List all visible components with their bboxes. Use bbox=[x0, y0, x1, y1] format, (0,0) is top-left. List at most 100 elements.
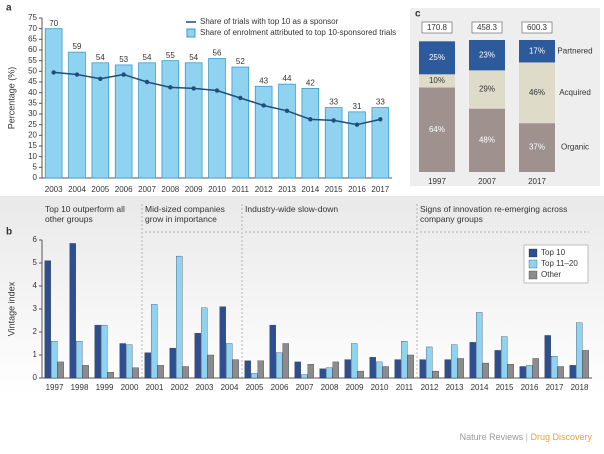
bar bbox=[157, 365, 164, 379]
y-axis-label: Percentage (%) bbox=[6, 67, 16, 130]
bar-segment bbox=[419, 87, 455, 172]
line-point bbox=[331, 118, 336, 123]
panel-label: c bbox=[415, 9, 421, 20]
bar bbox=[184, 62, 203, 179]
y-tick-label: 15 bbox=[28, 141, 37, 150]
bar bbox=[532, 358, 539, 379]
value-label: 52 bbox=[236, 57, 245, 66]
bar bbox=[457, 358, 464, 379]
value-label: 10% bbox=[429, 76, 445, 85]
bar bbox=[301, 88, 320, 179]
bar bbox=[254, 85, 273, 179]
bar bbox=[144, 352, 151, 379]
x-tick-label: 2017 bbox=[371, 185, 389, 194]
x-tick-label: 2016 bbox=[348, 185, 366, 194]
bar bbox=[576, 322, 583, 379]
bar bbox=[68, 51, 86, 179]
y-axis-label: Vintage index bbox=[6, 281, 16, 336]
value-label: 37% bbox=[529, 143, 545, 152]
total-label: 600.3 bbox=[527, 23, 548, 32]
bar bbox=[219, 306, 226, 379]
x-tick-label: 2006 bbox=[271, 383, 289, 392]
y-tick-label: 75 bbox=[28, 13, 37, 22]
y-tick-label: 40 bbox=[28, 88, 37, 97]
bar bbox=[91, 62, 110, 179]
bar bbox=[257, 360, 264, 379]
value-label: 43 bbox=[259, 76, 268, 85]
x-tick-label: 1998 bbox=[71, 383, 89, 392]
x-tick-label: 2013 bbox=[278, 185, 296, 194]
bar bbox=[482, 362, 489, 379]
x-tick-label: 2007 bbox=[138, 185, 156, 194]
bar bbox=[231, 66, 250, 179]
x-tick-label: 2015 bbox=[325, 185, 343, 194]
value-label: 48% bbox=[479, 135, 495, 144]
value-label: 70 bbox=[49, 19, 58, 28]
y-tick-label: 4 bbox=[33, 281, 38, 290]
y-tick-label: 35 bbox=[28, 98, 37, 107]
bar bbox=[126, 344, 133, 379]
bar bbox=[294, 361, 301, 379]
value-label: 54 bbox=[143, 53, 152, 62]
bar bbox=[207, 354, 214, 379]
total-box bbox=[521, 21, 553, 34]
bar bbox=[469, 342, 476, 379]
annotation: Industry-wide slow-down bbox=[245, 204, 338, 214]
y-tick-label: 10 bbox=[28, 152, 37, 161]
bar bbox=[182, 366, 189, 379]
x-tick-label: 1999 bbox=[96, 383, 114, 392]
x-tick-label: 2015 bbox=[496, 383, 514, 392]
line-point bbox=[238, 95, 243, 101]
legend-label: Top 11–20 bbox=[541, 259, 578, 268]
bar bbox=[201, 307, 208, 379]
bar bbox=[51, 341, 58, 379]
panel-label: b bbox=[6, 227, 12, 238]
y-tick-label: 5 bbox=[33, 258, 38, 267]
value-label: 53 bbox=[119, 55, 128, 64]
y-tick-label: 0 bbox=[33, 373, 38, 382]
x-tick-label: 2003 bbox=[196, 383, 214, 392]
x-tick-label: 2012 bbox=[421, 383, 439, 392]
y-tick-label: 45 bbox=[28, 77, 37, 86]
bar bbox=[444, 359, 451, 379]
bar bbox=[519, 366, 526, 379]
y-tick-label: 1 bbox=[33, 350, 38, 359]
bar bbox=[544, 335, 551, 379]
annotation-text: Signs of innovation re-emerging across c… bbox=[420, 204, 568, 224]
bar bbox=[138, 62, 156, 179]
x-tick-label: 2014 bbox=[301, 185, 319, 194]
bar bbox=[501, 336, 508, 379]
journal: Drug Discovery bbox=[530, 432, 592, 442]
bar-segment bbox=[519, 62, 555, 124]
line-point bbox=[284, 108, 290, 114]
bar bbox=[194, 332, 201, 379]
x-tick-label: 2009 bbox=[185, 185, 203, 194]
bar bbox=[451, 344, 458, 379]
panel-label: a bbox=[6, 3, 12, 14]
bar bbox=[557, 366, 564, 379]
bar-segment bbox=[469, 108, 505, 172]
bar bbox=[369, 357, 376, 379]
y-tick-label: 3 bbox=[33, 304, 38, 313]
bar-segment bbox=[419, 74, 455, 88]
value-label: 29% bbox=[479, 85, 495, 94]
series-label: Acquired bbox=[559, 88, 591, 97]
x-tick-label: 2014 bbox=[471, 383, 489, 392]
x-tick-label: 2008 bbox=[161, 185, 179, 194]
bar bbox=[401, 341, 408, 379]
x-tick-label: 2008 bbox=[321, 383, 339, 392]
total-label: 170.8 bbox=[427, 23, 448, 32]
y-tick-label: 55 bbox=[28, 56, 37, 65]
bar bbox=[344, 359, 351, 379]
x-tick-label: 2010 bbox=[208, 185, 226, 194]
bar bbox=[324, 107, 343, 179]
bar bbox=[82, 365, 89, 379]
x-tick-label: 2012 bbox=[255, 185, 273, 194]
bar bbox=[382, 366, 389, 379]
bar bbox=[307, 364, 314, 379]
bar bbox=[426, 346, 433, 379]
x-tick-label: 2002 bbox=[171, 383, 189, 392]
value-label: 25% bbox=[429, 53, 445, 62]
bar bbox=[582, 350, 589, 379]
